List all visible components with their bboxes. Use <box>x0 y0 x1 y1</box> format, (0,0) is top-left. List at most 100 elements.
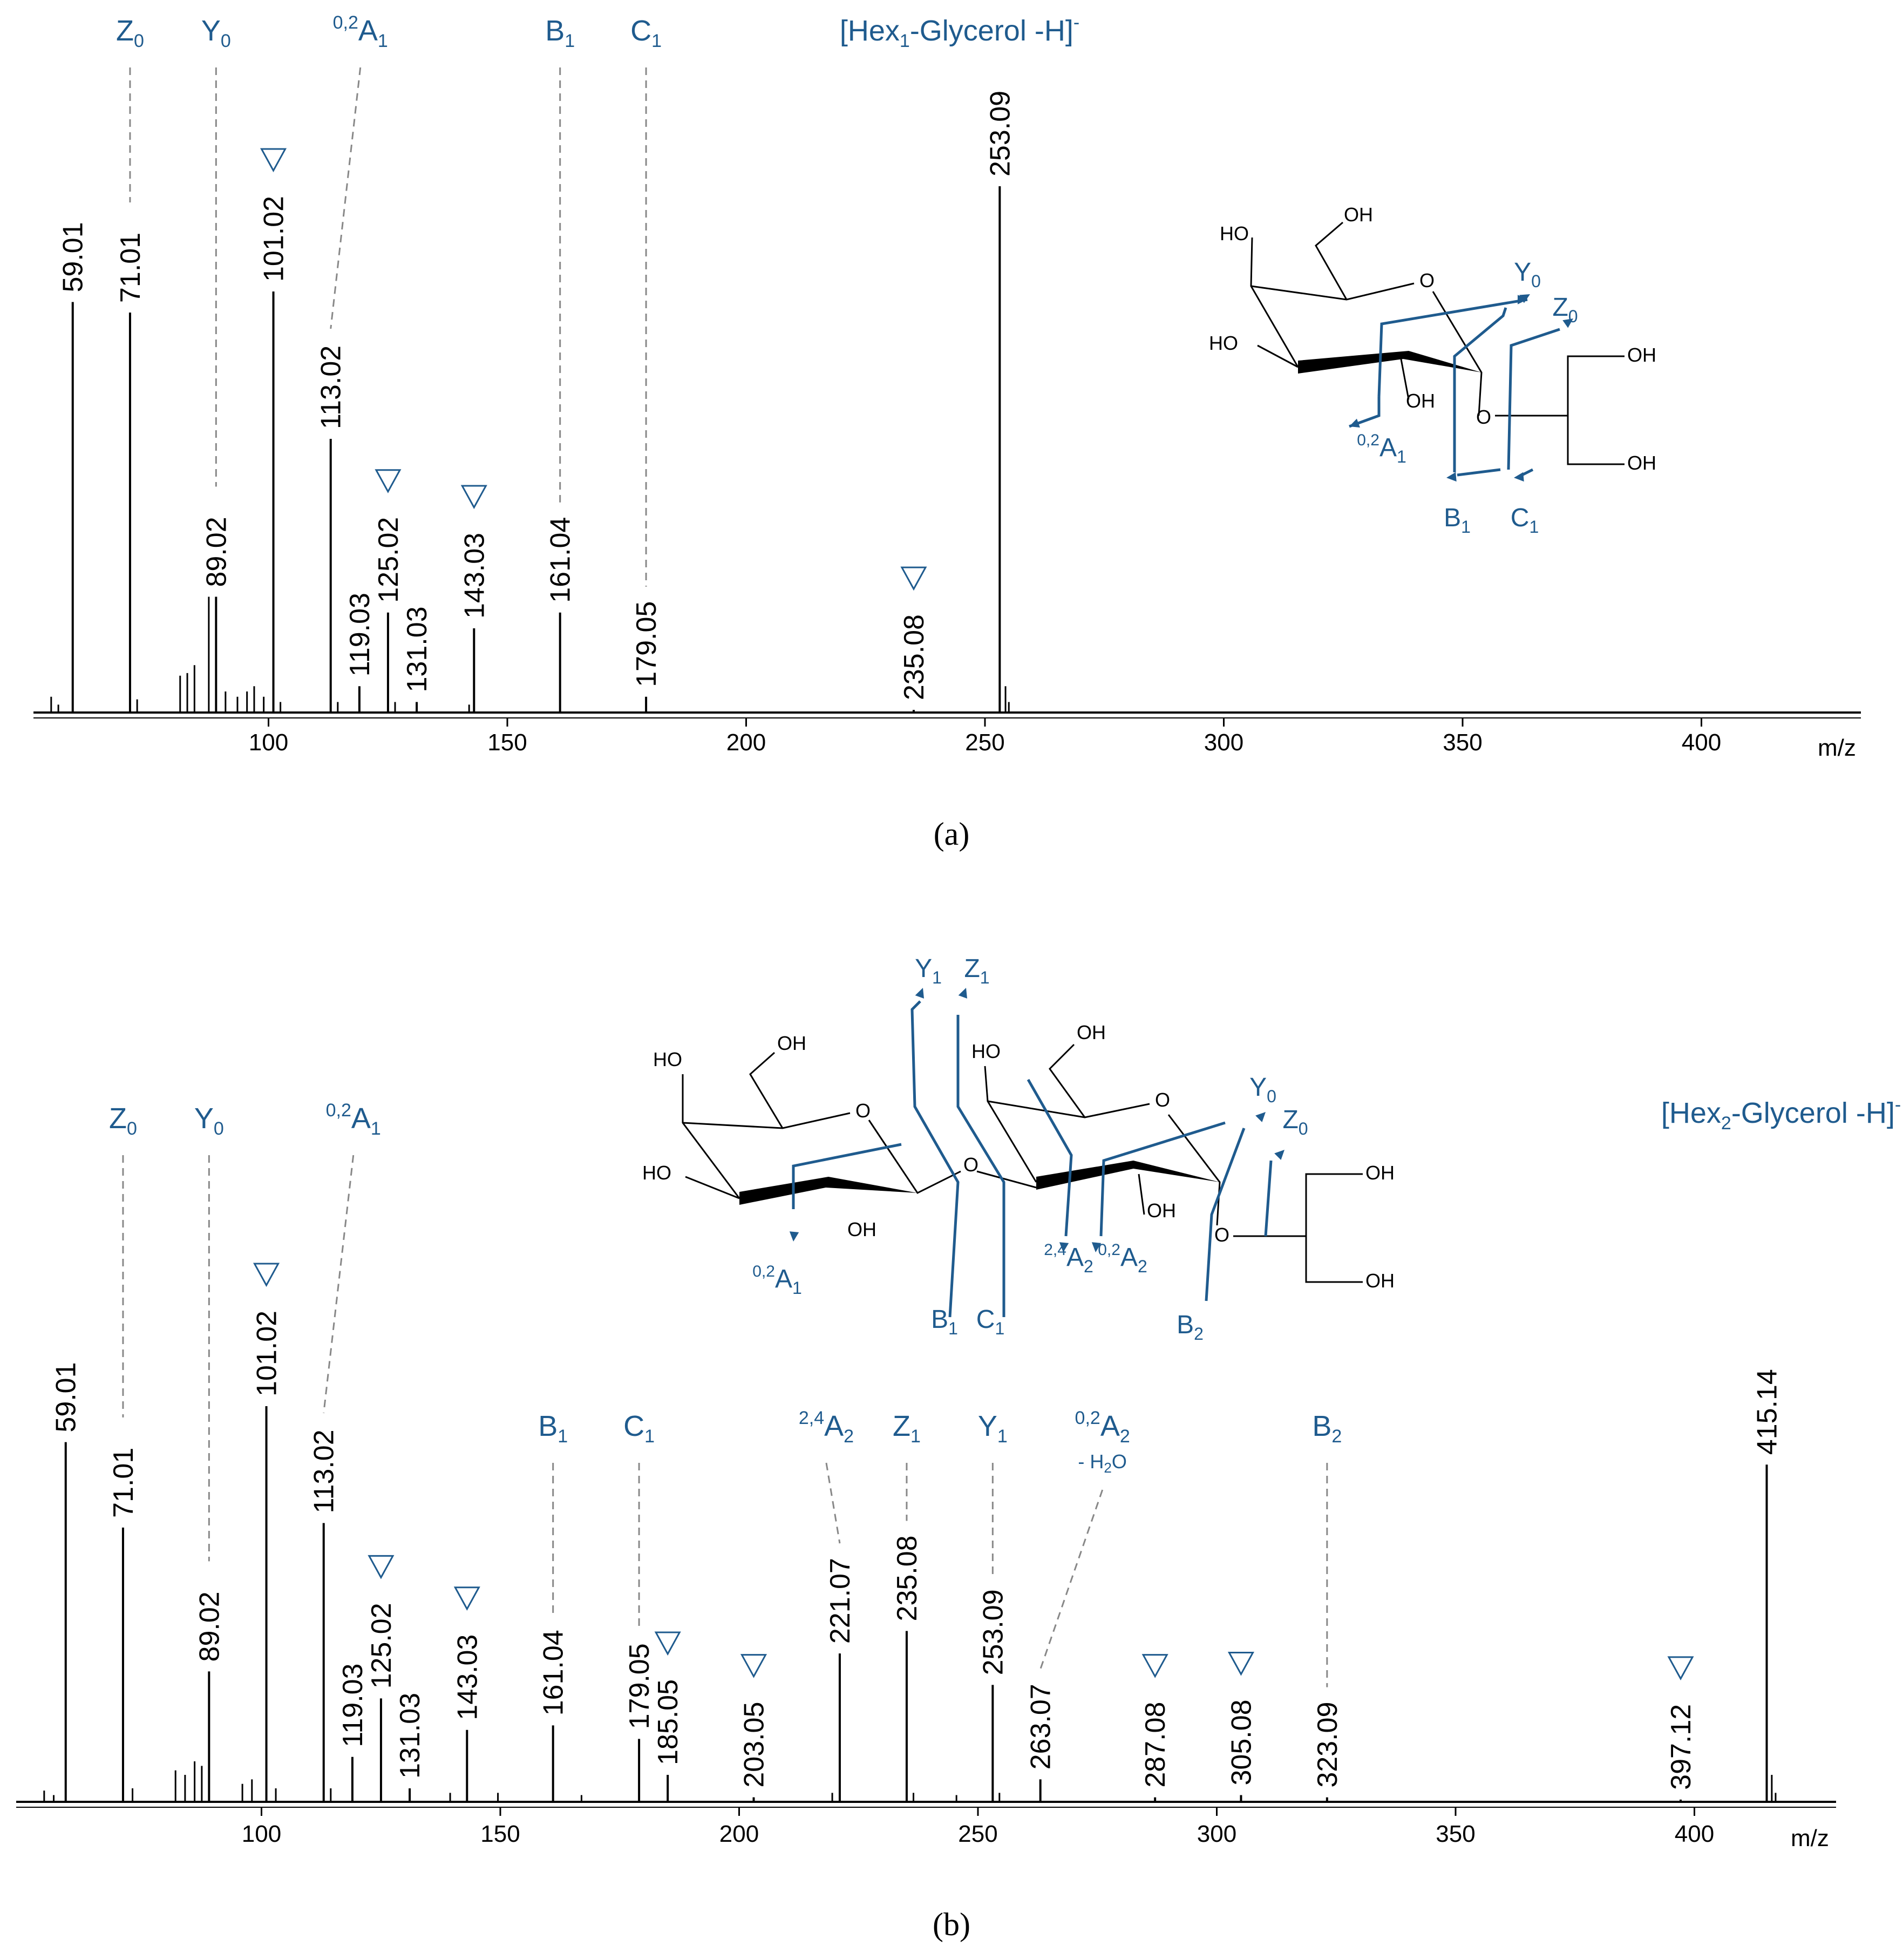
arrowhead-icon <box>1562 318 1573 328</box>
peak-label: 179.05 <box>631 601 662 687</box>
structure-label-z0: Z0 <box>1552 293 1578 326</box>
x-axis-label: m/z <box>1818 735 1856 761</box>
peak-label: 235.08 <box>892 1535 923 1621</box>
peak-label: 235.08 <box>899 614 930 700</box>
hydroxyl-label: OH <box>847 1218 876 1240</box>
triangle-down-icon <box>453 1586 480 1611</box>
peak-label: 161.04 <box>545 517 576 603</box>
x-tick-label: 200 <box>726 729 766 756</box>
panel-b: 100 150 200 250 300 350 400 m/z 59.01 71.01 89.02 1… <box>16 954 1901 1942</box>
ring-bold-edge <box>739 1177 917 1205</box>
peak-label: 101.02 <box>252 1311 283 1396</box>
fragment-guide <box>825 1462 841 1544</box>
cleavage-arrow-z1 <box>956 1015 1005 1317</box>
x-tick-label: 300 <box>1197 1821 1236 1847</box>
fragment-label-z1: Z1 <box>893 1410 921 1447</box>
peak-label: 253.09 <box>984 91 1016 177</box>
fragment-label-a2-02: 0,2A2 <box>1075 1408 1130 1447</box>
fragment-label-b1: B1 <box>545 15 575 51</box>
structure-label-a1: 0,2A1 <box>1357 431 1406 466</box>
fragment-label-a1-02: 0,2A1 <box>326 1100 381 1139</box>
hydroxyl-label: HO <box>1209 332 1238 354</box>
structure-label-c1: C1 <box>1511 504 1539 537</box>
glycosidic-oxygen-label: O <box>1476 406 1491 428</box>
x-tick-label: 100 <box>249 729 288 756</box>
ring-oxygen-label: O <box>1419 269 1435 291</box>
ring-bold-edge <box>1298 351 1481 374</box>
cleavage-arrow-a2-02 <box>1099 1121 1226 1237</box>
triangle-down-icon <box>654 1631 681 1656</box>
fragment-label-a1-02: 0,2A1 <box>333 12 388 51</box>
x-tick-label: 250 <box>965 729 1004 756</box>
panel-a: 100 150 200 250 300 350 400 m/z 59.01 71.01 89.02 1… <box>33 12 1861 852</box>
peak-label: 125.02 <box>373 517 404 603</box>
hydroxyl-label: OH <box>1365 1270 1395 1292</box>
triangle-down-icon <box>460 485 487 510</box>
hydroxyl-label: OH <box>1365 1162 1395 1184</box>
structure-label-b2: B2 <box>1177 1311 1204 1344</box>
cleavage-arrow-y0 <box>1453 307 1507 472</box>
x-axis-label: m/z <box>1791 1825 1829 1852</box>
hydroxyl-label: HO <box>971 1040 1001 1062</box>
peak-label: 119.03 <box>344 593 376 676</box>
structure-label-y0: Y0 <box>1249 1073 1276 1106</box>
hydroxyl-label: OH <box>1406 390 1435 412</box>
fragment-guide <box>1039 1489 1104 1670</box>
triangle-down-icon <box>1667 1656 1694 1680</box>
hexose-ring-1 <box>682 1052 961 1199</box>
x-tick-label: 150 <box>487 729 527 756</box>
glycerol-chain <box>1399 355 1625 465</box>
hexose-ring <box>1250 221 1483 416</box>
peak-label: 221.07 <box>825 1558 856 1644</box>
cleavage-arrow-z0 <box>1507 328 1560 470</box>
ring-bold-edge <box>1036 1161 1220 1190</box>
hydroxyl-label: OH <box>1627 452 1656 474</box>
hydroxyl-label: HO <box>653 1048 682 1070</box>
structure-label-y1: Y1 <box>915 954 942 987</box>
x-tick-label: 350 <box>1443 729 1482 756</box>
structure-label-b1: B1 <box>1444 504 1471 537</box>
x-tick-label: 400 <box>1675 1821 1714 1847</box>
fragment-guide <box>323 1155 355 1413</box>
arrowhead-icon <box>915 988 925 999</box>
cleavage-arrow-b1 <box>1457 468 1501 477</box>
hydroxyl-label: OH <box>777 1032 806 1054</box>
glycerol-chain <box>1233 1173 1363 1283</box>
cleavage-arrow-z0 <box>1264 1160 1273 1237</box>
structure-label-a1: 0,2A1 <box>752 1263 802 1298</box>
fragment-guide <box>330 67 362 329</box>
fragment-label-z0: Z0 <box>109 1102 137 1139</box>
hydroxyl-label: OH <box>1147 1199 1176 1222</box>
structure-label-a2-24: 2,4A2 <box>1044 1241 1093 1276</box>
arrowhead-icon <box>1059 1242 1069 1252</box>
triangle-down-icon <box>1227 1652 1254 1676</box>
x-tick-label: 400 <box>1682 729 1721 756</box>
peak-label: 397.12 <box>1666 1704 1697 1790</box>
peak-label: 323.09 <box>1312 1702 1343 1788</box>
hydroxyl-label: OH <box>1627 344 1656 366</box>
peak-label: 71.01 <box>115 233 146 303</box>
arrowhead-icon <box>789 1231 799 1242</box>
structure-label-a2-02: 0,2A2 <box>1098 1241 1147 1276</box>
peak-label: 287.08 <box>1140 1702 1171 1788</box>
triangle-down-icon <box>368 1555 395 1579</box>
cleavage-arrow-a1 <box>1377 298 1528 397</box>
cleavage-arrow-y1 <box>910 1000 960 1318</box>
fragment-label-y1: Y1 <box>978 1410 1008 1447</box>
cleavage-arrow-y0 <box>1205 1128 1246 1301</box>
panel-caption: (b) <box>933 1907 970 1942</box>
arrowhead-icon <box>1446 472 1457 482</box>
fragment-label-c1: C1 <box>630 15 662 51</box>
peak-label: 203.05 <box>738 1702 770 1788</box>
fragment-label-c1: C1 <box>623 1410 655 1447</box>
peak-label: 89.02 <box>201 517 232 587</box>
hydroxyl-label: HO <box>1220 222 1249 245</box>
structure-label-y0: Y0 <box>1514 258 1541 291</box>
hydroxyl-label: OH <box>1344 204 1373 226</box>
peak-label: 143.03 <box>459 533 490 619</box>
ring-oxygen-label: O <box>1155 1089 1170 1111</box>
peak-label: 253.09 <box>977 1589 1009 1675</box>
peak-label: 89.02 <box>194 1591 225 1661</box>
peak-label: 415.14 <box>1751 1369 1783 1455</box>
